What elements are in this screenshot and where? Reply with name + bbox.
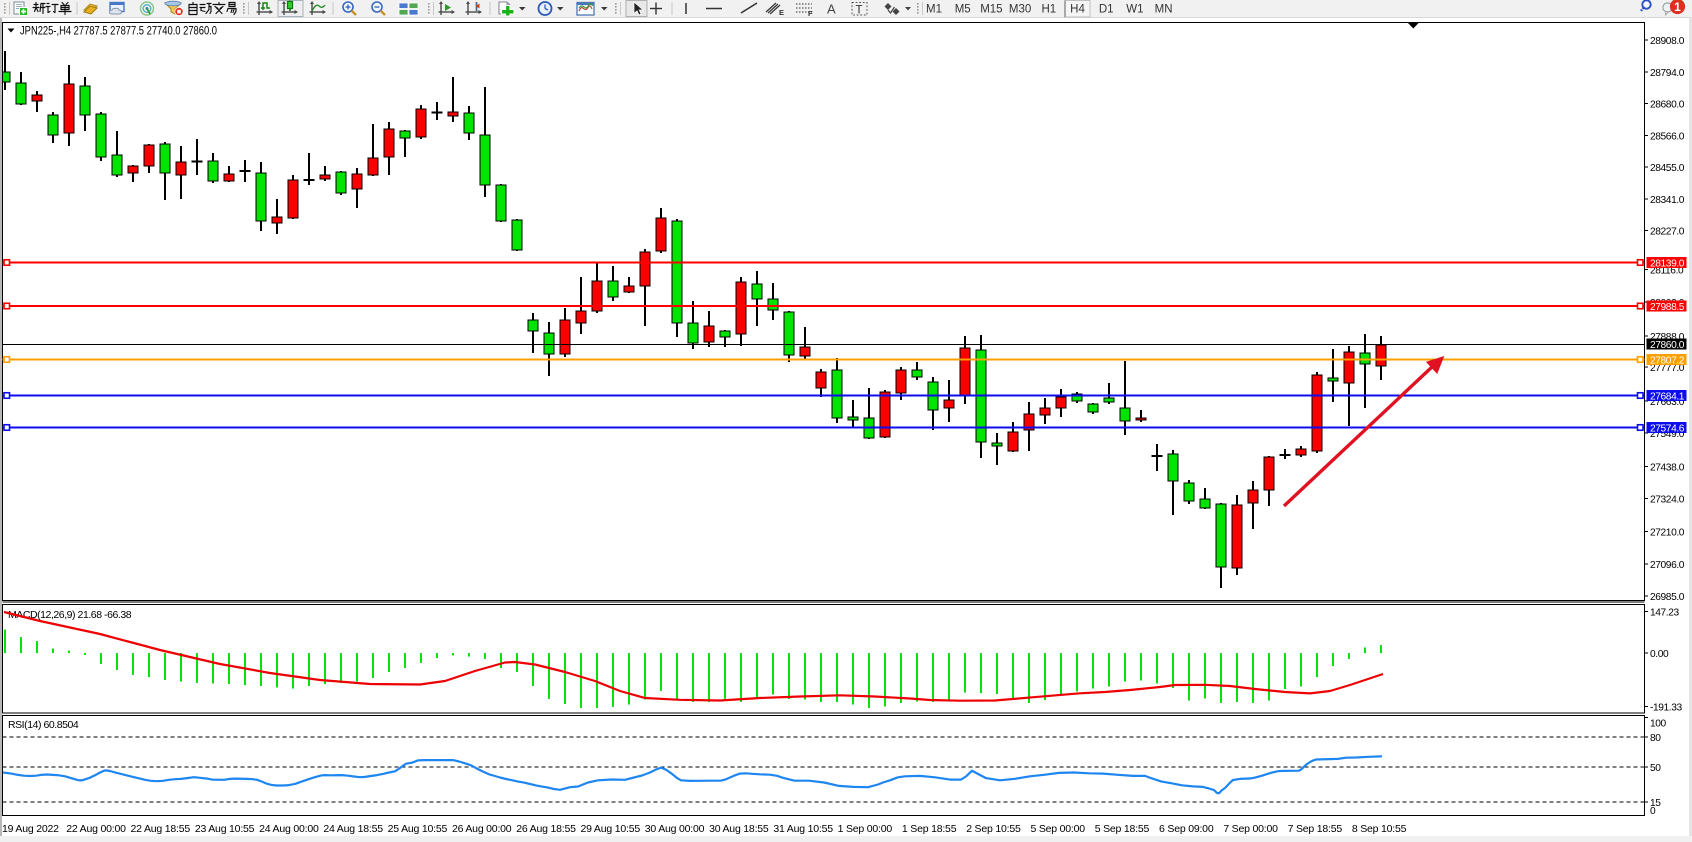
svg-text:23 Aug 10:55: 23 Aug 10:55: [195, 823, 255, 835]
svg-text:W1: W1: [1126, 4, 1143, 16]
svg-text:D1: D1: [1099, 4, 1114, 16]
svg-text:7 Sep 00:00: 7 Sep 00:00: [1223, 823, 1278, 835]
svg-text:27438.0: 27438.0: [1650, 462, 1685, 473]
svg-text:147.23: 147.23: [1650, 607, 1679, 618]
svg-text:27807.2: 27807.2: [1650, 355, 1685, 366]
svg-text:30 Aug 18:55: 30 Aug 18:55: [709, 823, 769, 835]
svg-text:5 Sep 18:55: 5 Sep 18:55: [1095, 823, 1150, 835]
svg-text:31 Aug 10:55: 31 Aug 10:55: [773, 823, 833, 835]
svg-text:M15: M15: [980, 4, 1002, 16]
svg-text:15: 15: [1650, 798, 1661, 809]
svg-text:27988.5: 27988.5: [1650, 302, 1685, 313]
svg-text:26 Aug 00:00: 26 Aug 00:00: [452, 823, 512, 835]
svg-text:2 Sep 10:55: 2 Sep 10:55: [966, 823, 1021, 835]
svg-text:1 Sep 00:00: 1 Sep 00:00: [838, 823, 893, 835]
svg-text:50: 50: [1650, 763, 1661, 774]
svg-text:28341.0: 28341.0: [1650, 195, 1685, 206]
svg-text:MACD(12,26,9) 21.68 -66.38: MACD(12,26,9) 21.68 -66.38: [8, 609, 132, 621]
svg-text:RSI(14) 60.8504: RSI(14) 60.8504: [8, 719, 79, 731]
svg-text:27860.0: 27860.0: [1650, 340, 1685, 351]
svg-text:1 Sep 18:55: 1 Sep 18:55: [902, 823, 957, 835]
svg-text:28566.0: 28566.0: [1650, 131, 1685, 142]
svg-text:30 Aug 00:00: 30 Aug 00:00: [645, 823, 705, 835]
svg-text:22 Aug 00:00: 22 Aug 00:00: [66, 823, 126, 835]
svg-text:27777.0: 27777.0: [1650, 363, 1685, 374]
svg-text:27574.6: 27574.6: [1650, 423, 1685, 434]
svg-text:1: 1: [1674, 0, 1681, 14]
svg-text:F: F: [808, 9, 813, 18]
svg-text:JPN225-,H4 27787.5 27877.5 27: JPN225-,H4 27787.5 27877.5 27740.0 27860…: [20, 24, 217, 38]
svg-text:6 Sep 09:00: 6 Sep 09:00: [1159, 823, 1214, 835]
svg-text:27888.0: 27888.0: [1650, 332, 1685, 343]
svg-text:H1: H1: [1041, 4, 1056, 16]
svg-text:24 Aug 00:00: 24 Aug 00:00: [259, 823, 319, 835]
svg-text:28680.0: 28680.0: [1650, 99, 1685, 110]
svg-text:26985.0: 26985.0: [1650, 592, 1685, 603]
svg-text:8 Sep 10:55: 8 Sep 10:55: [1352, 823, 1407, 835]
svg-text:19 Aug 2022: 19 Aug 2022: [2, 823, 59, 835]
svg-text:27210.0: 27210.0: [1650, 527, 1685, 538]
svg-text:27663.0: 27663.0: [1650, 397, 1685, 408]
svg-text:24 Aug 18:55: 24 Aug 18:55: [323, 823, 383, 835]
svg-text:MN: MN: [1155, 4, 1173, 16]
svg-text:28116.0: 28116.0: [1650, 265, 1684, 276]
svg-text:0.00: 0.00: [1650, 649, 1669, 660]
svg-text:100: 100: [1650, 718, 1667, 729]
svg-text:25 Aug 10:55: 25 Aug 10:55: [388, 823, 448, 835]
svg-text:T: T: [856, 5, 863, 17]
svg-text:28227.0: 28227.0: [1650, 226, 1685, 237]
svg-text:26 Aug 18:55: 26 Aug 18:55: [516, 823, 576, 835]
svg-text:28455.0: 28455.0: [1650, 163, 1685, 174]
svg-text:E: E: [779, 8, 784, 17]
svg-text:-191.33: -191.33: [1650, 702, 1682, 713]
svg-text:28794.0: 28794.0: [1650, 68, 1685, 79]
svg-text:7 Sep 18:55: 7 Sep 18:55: [1288, 823, 1343, 835]
svg-text:80: 80: [1650, 733, 1661, 744]
svg-text:A: A: [827, 2, 836, 17]
svg-text:M1: M1: [926, 4, 942, 16]
svg-text:28908.0: 28908.0: [1650, 36, 1685, 47]
svg-text:M5: M5: [955, 4, 971, 16]
svg-text:M30: M30: [1009, 4, 1031, 16]
svg-text:H4: H4: [1070, 4, 1085, 16]
svg-text:28139.0: 28139.0: [1650, 258, 1685, 269]
svg-text:0: 0: [1650, 806, 1656, 817]
svg-text:22 Aug 18:55: 22 Aug 18:55: [131, 823, 191, 835]
svg-text:5 Sep 00:00: 5 Sep 00:00: [1030, 823, 1085, 835]
svg-text:27324.0: 27324.0: [1650, 494, 1685, 505]
svg-text:29 Aug 10:55: 29 Aug 10:55: [581, 823, 641, 835]
svg-text:27096.0: 27096.0: [1650, 560, 1685, 571]
svg-text:27684.1: 27684.1: [1650, 391, 1685, 402]
svg-text:27549.0: 27549.0: [1650, 429, 1685, 440]
